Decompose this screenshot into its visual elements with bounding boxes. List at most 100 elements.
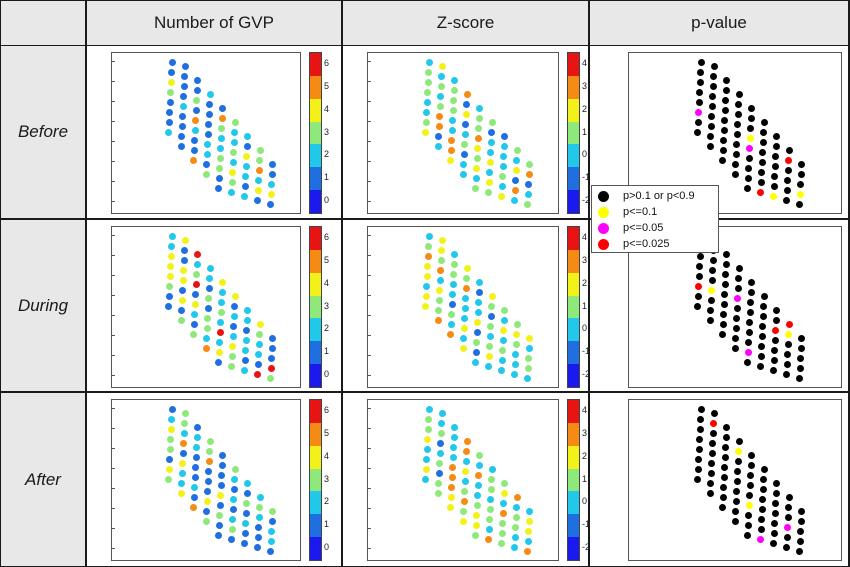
- electrode-point: [486, 516, 493, 523]
- electrode-point: [500, 143, 508, 150]
- colorbar-tick-label: -1: [582, 519, 591, 530]
- electrode-point: [190, 147, 198, 154]
- electrode-point: [697, 69, 704, 76]
- electrode-point: [772, 500, 779, 507]
- electrode-point: [744, 522, 752, 529]
- legend-marker: [598, 206, 609, 218]
- electrode-point: [447, 504, 454, 511]
- electrode-point: [760, 293, 768, 300]
- electrode-point: [784, 177, 791, 184]
- electrode-point: [721, 464, 728, 471]
- electrode-point: [230, 149, 237, 156]
- chart-panel: [590, 393, 848, 565]
- electrode-point: [437, 267, 444, 274]
- electrode-point: [461, 488, 468, 495]
- electrode-point: [695, 273, 703, 280]
- electrode-point: [719, 494, 727, 501]
- electrode-point: [435, 133, 442, 140]
- electrode-point: [498, 357, 506, 364]
- electrode-point: [449, 291, 456, 298]
- electrode-point: [771, 347, 778, 354]
- electrode-point: [784, 524, 791, 531]
- electrode-point: [424, 426, 432, 433]
- electrode-point: [216, 512, 223, 519]
- electrode-point: [448, 137, 455, 144]
- electrode-point: [757, 189, 764, 196]
- electrode-point: [192, 291, 199, 298]
- electrode-point: [796, 365, 804, 372]
- electrode-point: [436, 287, 443, 294]
- electrode-point: [450, 97, 457, 104]
- electrode-point: [759, 149, 766, 156]
- electrode-point: [735, 101, 742, 108]
- electrode-point: [525, 181, 532, 188]
- electrode-point: [267, 365, 275, 372]
- electrode-point: [485, 353, 493, 360]
- electrode-point: [423, 109, 430, 116]
- electrode-point: [255, 524, 262, 531]
- axis-tick: [368, 121, 371, 122]
- electrode-point: [772, 317, 780, 324]
- electrode-point: [732, 325, 740, 332]
- electrode-point: [215, 532, 222, 539]
- electrode-point: [435, 297, 443, 304]
- electrode-point: [267, 201, 274, 208]
- electrode-point: [180, 257, 188, 264]
- electrode-point: [230, 313, 238, 320]
- electrode-point: [722, 261, 730, 268]
- electrode-point: [425, 69, 432, 76]
- electrode-point: [204, 141, 211, 148]
- electrode-point: [243, 490, 251, 497]
- axis-tick: [368, 255, 371, 256]
- colorbar-tick-label: 2: [582, 103, 588, 114]
- electrode-point: [784, 351, 791, 358]
- electrode-point: [437, 83, 445, 90]
- colorbar-segment: [310, 227, 321, 251]
- electrode-point: [167, 253, 175, 260]
- electrode-point: [450, 87, 458, 94]
- colorbar-tick-label: -2: [582, 542, 591, 553]
- electrode-point: [734, 121, 741, 128]
- colorbar-segment: [568, 190, 579, 214]
- electrode-point: [498, 540, 505, 547]
- electrode-point: [696, 79, 704, 86]
- electrode-point: [462, 458, 470, 465]
- legend-item: p<=0.05: [598, 220, 663, 236]
- electrode-point: [203, 325, 211, 332]
- electrode-point: [165, 293, 173, 300]
- electrode-point: [487, 323, 494, 330]
- electrode-point: [267, 548, 274, 555]
- electrode-point: [450, 434, 458, 441]
- electrode-point: [203, 508, 210, 515]
- electrode-point: [229, 159, 237, 166]
- electrode-point: [241, 540, 248, 547]
- electrode-point: [179, 113, 186, 120]
- electrode-point: [192, 464, 199, 471]
- colorbar-segment: [568, 537, 579, 561]
- electrode-point: [772, 143, 780, 150]
- electrode-point: [524, 538, 532, 545]
- colorbar-tick-label: -1: [582, 172, 591, 183]
- electrode-point: [697, 406, 705, 413]
- electrode-point: [501, 480, 508, 487]
- colorbar-segment: [310, 422, 321, 447]
- electrode-point: [720, 474, 728, 481]
- electrode-point: [165, 466, 173, 473]
- electrode-point: [205, 121, 212, 128]
- electrode-point: [720, 127, 728, 134]
- axis-tick: [112, 141, 115, 142]
- electrode-point: [463, 265, 471, 272]
- electrode-point: [721, 107, 729, 114]
- colorbar: [567, 399, 580, 561]
- electrode-point: [463, 275, 470, 282]
- electrode-point: [745, 155, 753, 162]
- electrode-point: [733, 488, 740, 495]
- electrode-point: [231, 476, 238, 483]
- electrode-point: [759, 496, 766, 503]
- electrode-point: [435, 470, 443, 477]
- electrode-point: [473, 502, 481, 509]
- electrode-point: [228, 353, 236, 360]
- electrode-point: [797, 345, 805, 352]
- electrode-point: [462, 121, 469, 128]
- electrode-point: [525, 345, 533, 352]
